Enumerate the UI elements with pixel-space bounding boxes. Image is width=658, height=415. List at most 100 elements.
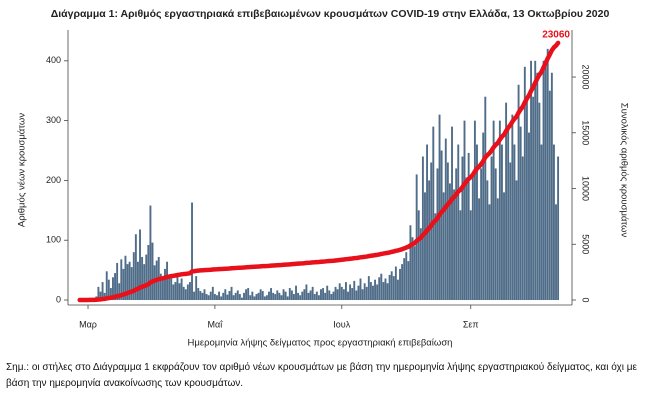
footnote: Σημ.: οι στήλες στο Διάγραμμα 1 εκφράζου…	[6, 362, 637, 389]
bar	[322, 288, 325, 301]
bar	[159, 273, 162, 301]
bar	[546, 48, 549, 301]
bar	[457, 144, 460, 301]
bar	[299, 295, 302, 301]
bar	[528, 132, 530, 301]
bar	[122, 268, 125, 301]
bar	[496, 198, 499, 301]
bar	[270, 288, 273, 301]
y2-tick-label: 20000	[581, 65, 591, 90]
bar	[97, 286, 100, 301]
bar	[336, 289, 339, 301]
bar	[332, 291, 335, 301]
bar	[411, 237, 414, 301]
bar	[473, 120, 476, 301]
bar	[421, 156, 424, 301]
bar	[476, 144, 478, 301]
cumulative-line	[77, 40, 561, 303]
bar	[515, 180, 518, 301]
bar	[188, 282, 191, 301]
bar	[342, 289, 345, 301]
bar	[340, 286, 343, 301]
bar	[218, 291, 221, 301]
bar	[114, 273, 117, 301]
bar	[407, 261, 410, 301]
bar	[186, 284, 189, 301]
y-axis-label: Αριθμός νέων κρουσμάτων	[17, 113, 28, 227]
bar	[384, 278, 387, 301]
bar	[451, 126, 453, 301]
bar	[126, 264, 129, 301]
bar	[419, 228, 422, 301]
bar	[542, 60, 545, 301]
bar	[399, 268, 401, 301]
bar	[280, 295, 283, 301]
bar	[334, 286, 337, 301]
bar	[552, 144, 555, 301]
bar	[136, 261, 139, 301]
bar	[220, 296, 223, 301]
bar	[500, 144, 503, 301]
bar	[195, 276, 198, 301]
bar	[467, 152, 470, 301]
bar	[238, 294, 241, 301]
bar	[147, 245, 150, 301]
bar	[490, 156, 493, 301]
bar	[459, 210, 462, 301]
bar	[544, 66, 547, 301]
bar	[320, 289, 322, 301]
bar	[372, 285, 374, 301]
bar	[374, 279, 377, 301]
bar	[359, 278, 362, 301]
bar	[388, 274, 391, 301]
bar	[326, 285, 329, 301]
bar	[307, 292, 310, 301]
bar	[444, 138, 447, 301]
bar	[338, 283, 341, 301]
bar	[276, 290, 279, 301]
x-tick-label: Ιουλ	[333, 319, 350, 329]
bar	[274, 294, 277, 301]
bar	[367, 276, 370, 301]
bar	[184, 289, 187, 301]
x-tick-label: Μαρ	[79, 319, 97, 329]
bar	[203, 289, 206, 301]
bar	[382, 282, 385, 301]
bar	[434, 213, 437, 301]
value-label: 23060	[542, 30, 570, 41]
bar	[251, 291, 254, 301]
bar	[482, 132, 485, 301]
bar	[494, 168, 497, 301]
bar	[134, 234, 137, 301]
bar	[480, 168, 483, 301]
x-tick-label: Μαΐ	[208, 319, 224, 329]
bar	[216, 295, 218, 301]
y2-tick-label: 15000	[581, 120, 591, 145]
bar	[178, 283, 181, 301]
bar	[174, 282, 177, 301]
bar	[401, 264, 404, 301]
bar	[213, 294, 216, 301]
bar	[295, 285, 297, 301]
bar	[317, 295, 320, 301]
bar	[351, 288, 354, 301]
bar	[415, 174, 418, 301]
bar	[396, 279, 399, 301]
bar	[394, 266, 397, 301]
bar	[486, 180, 489, 301]
bar	[207, 295, 210, 301]
bar	[548, 90, 551, 301]
bar	[120, 259, 123, 301]
bar	[103, 292, 106, 301]
bar	[249, 295, 252, 301]
bar	[463, 120, 466, 301]
bar	[309, 290, 312, 301]
y-tick-label: 400	[46, 55, 61, 65]
bar	[105, 271, 108, 301]
bar	[313, 294, 316, 301]
bar	[149, 205, 152, 301]
bar	[478, 198, 481, 301]
bar	[245, 289, 248, 301]
bar	[446, 162, 449, 301]
